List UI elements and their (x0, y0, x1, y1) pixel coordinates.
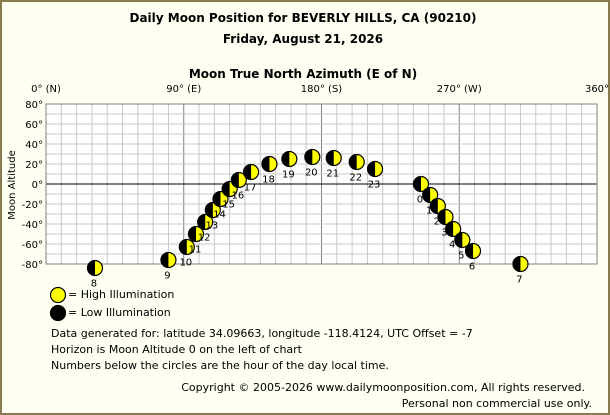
hour-label: 14 (213, 210, 226, 221)
note-location: Data generated for: latitude 34.09663, l… (51, 327, 473, 340)
moon-marker (86, 259, 104, 277)
moon-marker (422, 186, 439, 204)
y-tick-label: 20° (25, 160, 43, 171)
high-illumination-icon (49, 286, 67, 304)
hour-label: 15 (222, 200, 235, 211)
y-tick-label: -40° (22, 220, 43, 231)
y-tick-label: -60° (22, 240, 43, 251)
moon-marker (429, 197, 446, 215)
y-tick-label: 40° (25, 140, 43, 151)
moon-marker (366, 160, 384, 178)
moon-marker (348, 153, 365, 171)
moon-marker (230, 171, 247, 189)
moon-marker (437, 208, 454, 226)
hour-label: 13 (205, 221, 218, 232)
personal-use-text: Personal non commercial use only. (401, 397, 592, 410)
x-tick-label: 90° (E) (166, 84, 201, 95)
hour-label: 8 (91, 279, 97, 290)
note-horizon: Horizon is Moon Altitude 0 on the left o… (51, 343, 302, 356)
chart-title: Daily Moon Position for BEVERLY HILLS, C… (129, 11, 477, 25)
hour-label: 18 (262, 175, 275, 186)
moon-marker (261, 155, 278, 173)
moon-marker (304, 148, 321, 166)
chart-date: Friday, August 21, 2026 (222, 32, 384, 46)
hour-label: 17 (244, 183, 257, 194)
note-hours: Numbers below the circles are the hour o… (51, 359, 389, 372)
hour-label: 16 (231, 191, 244, 202)
y-axis-title: Moon Altitude (7, 150, 18, 219)
moon-marker (325, 149, 342, 167)
low-illumination-icon (49, 304, 67, 322)
moon-marker (187, 225, 205, 243)
hour-label: 19 (282, 170, 295, 181)
grid-lines (45, 103, 598, 265)
hour-label: 21 (326, 169, 339, 180)
moon-marker (464, 242, 482, 260)
hour-label: 2 (434, 217, 440, 228)
hour-label: 7 (516, 275, 522, 286)
hour-label: 6 (469, 262, 475, 273)
hour-label: 22 (349, 173, 362, 184)
x-tick-label: 0° (N) (31, 84, 61, 95)
hour-label: 4 (449, 240, 455, 251)
moon-marker (178, 238, 195, 256)
hour-label: 1 (426, 206, 432, 217)
plot-border (45, 103, 598, 265)
y-tick-label: 80° (25, 100, 43, 111)
moon-marker (454, 231, 471, 249)
hour-label: 23 (368, 180, 381, 191)
y-tick-label: 60° (25, 120, 43, 131)
moon-marker (512, 255, 529, 273)
hour-label: 20 (305, 168, 318, 179)
x-tick-label: 180° (S) (301, 84, 343, 95)
tick-labels: 0° (N) 90° (E) 180° (S) 270° (W) 360°80°60°4… (22, 84, 609, 271)
y-tick-label: -80° (22, 260, 43, 271)
y-tick-label: -20° (22, 200, 43, 211)
hour-label: 9 (164, 271, 170, 282)
hour-label: 3 (441, 228, 447, 239)
copyright-text: Copyright © 2005-2026 www.dailymoonposit… (181, 381, 585, 394)
x-tick-label: 270° (W) (437, 84, 482, 95)
moon-marker (242, 163, 260, 181)
hour-label: 10 (179, 258, 192, 269)
hour-label: 0 (417, 195, 423, 206)
y-tick-label: 0° (32, 180, 43, 191)
moon-marker (160, 251, 177, 269)
legend-high-label: = High Illumination (68, 288, 175, 301)
hour-label: 11 (189, 245, 202, 256)
moon-marker (204, 201, 221, 219)
moon-marker (412, 175, 430, 193)
x-tick-label: 360° (585, 84, 609, 95)
hour-label: 5 (458, 251, 464, 262)
moon-marker (197, 213, 214, 231)
legend-low-label: = Low Illumination (68, 306, 171, 319)
x-axis-title: Moon True North Azimuth (E of N) (188, 67, 418, 81)
hour-label: 12 (198, 233, 211, 244)
moon-marker (281, 150, 298, 168)
